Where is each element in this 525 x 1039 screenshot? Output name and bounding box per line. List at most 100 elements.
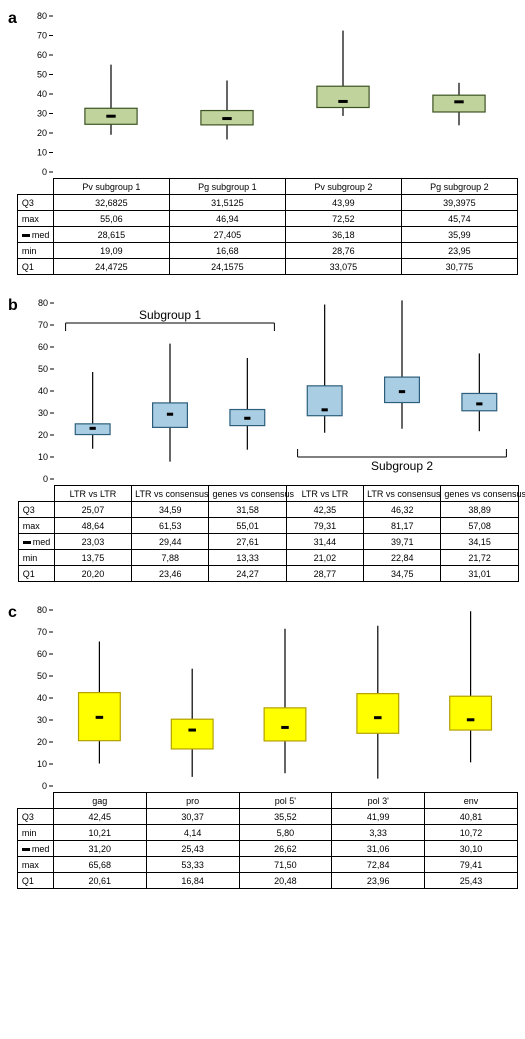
row-label: Q3 bbox=[18, 502, 54, 518]
table-cell: 26,62 bbox=[239, 841, 332, 857]
y-tick-label: 70 bbox=[37, 31, 47, 41]
box bbox=[462, 393, 497, 410]
table-row: Q120,2023,4624,2728,7734,7531,01 bbox=[18, 566, 518, 582]
table-cell: 81,17 bbox=[364, 518, 441, 534]
table-col-header: LTR vs consensus bbox=[132, 486, 209, 502]
table-cell: 24,4725 bbox=[53, 259, 169, 275]
table-row: Q325,0734,5931,5842,3546,3238,89 bbox=[18, 502, 518, 518]
table-row: Q342,4530,3735,5241,9940,81 bbox=[17, 809, 517, 825]
table-cell: 46,94 bbox=[169, 211, 285, 227]
table-cell: 38,89 bbox=[441, 502, 518, 518]
group-annotation: Subgroup 1 bbox=[139, 308, 201, 322]
table-row: max65,6853,3371,5072,8479,41 bbox=[17, 857, 517, 873]
table-cell: 23,46 bbox=[132, 566, 209, 582]
table-cell: 16,68 bbox=[169, 243, 285, 259]
table-cell: 72,52 bbox=[285, 211, 401, 227]
y-tick-label: 30 bbox=[37, 109, 47, 119]
table-cell: 20,48 bbox=[239, 873, 332, 889]
y-tick-label: 40 bbox=[37, 693, 47, 703]
table-cell: 25,43 bbox=[425, 873, 518, 889]
y-tick-label: 30 bbox=[37, 715, 47, 725]
table-col-header: pol 3' bbox=[332, 793, 425, 809]
panel-letter: a bbox=[8, 8, 17, 28]
y-tick-label: 60 bbox=[37, 50, 47, 60]
table-cell: 19,09 bbox=[53, 243, 169, 259]
table-cell: 32,6825 bbox=[53, 195, 169, 211]
table-col-header: Pv subgroup 1 bbox=[53, 179, 169, 195]
table-cell: 27,405 bbox=[169, 227, 285, 243]
table-cell: 30,10 bbox=[425, 841, 518, 857]
table-cell: 48,64 bbox=[54, 518, 131, 534]
y-tick-label: 70 bbox=[37, 627, 47, 637]
table-cell: 46,32 bbox=[364, 502, 441, 518]
box bbox=[317, 86, 369, 107]
box bbox=[357, 694, 399, 734]
panel: a01020304050607080Pv subgroup 1Pg subgro… bbox=[8, 8, 517, 275]
table-cell: 25,07 bbox=[54, 502, 131, 518]
table-cell: 41,99 bbox=[332, 809, 425, 825]
y-tick-label: 50 bbox=[38, 364, 48, 374]
y-tick-label: 80 bbox=[38, 298, 48, 308]
row-label: min bbox=[17, 243, 53, 259]
y-tick-label: 50 bbox=[37, 70, 47, 80]
y-tick-label: 50 bbox=[37, 671, 47, 681]
y-tick-label: 20 bbox=[38, 430, 48, 440]
table-cell: 55,01 bbox=[209, 518, 286, 534]
row-label: Q3 bbox=[17, 195, 53, 211]
table-cell: 42,45 bbox=[53, 809, 146, 825]
table-col-header: genes vs consensus bbox=[209, 486, 286, 502]
table-cell: 72,84 bbox=[332, 857, 425, 873]
table-cell: 40,81 bbox=[425, 809, 518, 825]
table-cell: 28,77 bbox=[286, 566, 363, 582]
stats-table: LTR vs LTRLTR vs consensusgenes vs conse… bbox=[18, 485, 519, 582]
row-label: Q3 bbox=[17, 809, 53, 825]
row-label: med bbox=[17, 841, 53, 857]
table-cell: 65,68 bbox=[53, 857, 146, 873]
panel-letter: c bbox=[8, 602, 17, 622]
table-cell: 35,52 bbox=[239, 809, 332, 825]
y-tick-label: 0 bbox=[42, 781, 47, 791]
table-cell: 43,99 bbox=[285, 195, 401, 211]
y-tick-label: 40 bbox=[37, 89, 47, 99]
table-cell: 36,18 bbox=[285, 227, 401, 243]
table-cell: 33,075 bbox=[285, 259, 401, 275]
boxplot-chart: 01020304050607080 bbox=[17, 602, 522, 792]
table-cell: 34,75 bbox=[364, 566, 441, 582]
table-cell: 3,33 bbox=[332, 825, 425, 841]
table-row: Q120,6116,8420,4823,9625,43 bbox=[17, 873, 517, 889]
table-cell: 31,5125 bbox=[169, 195, 285, 211]
table-col-header: Pg subgroup 2 bbox=[401, 179, 517, 195]
table-cell: 21,02 bbox=[286, 550, 363, 566]
row-label: Q1 bbox=[17, 873, 53, 889]
table-row: Q332,682531,512543,9939,3975 bbox=[17, 195, 517, 211]
table-cell: 31,44 bbox=[286, 534, 363, 550]
y-tick-label: 60 bbox=[37, 649, 47, 659]
box bbox=[384, 377, 419, 402]
row-label: min bbox=[18, 550, 54, 566]
table-col-header: genes vs consensus bbox=[441, 486, 518, 502]
table-cell: 31,01 bbox=[441, 566, 518, 582]
table-cell: 13,75 bbox=[54, 550, 131, 566]
y-tick-label: 80 bbox=[37, 11, 47, 21]
y-tick-label: 40 bbox=[38, 386, 48, 396]
table-cell: 16,84 bbox=[146, 873, 239, 889]
table-cell: 24,1575 bbox=[169, 259, 285, 275]
row-label: max bbox=[18, 518, 54, 534]
box bbox=[264, 708, 306, 741]
table-cell: 31,58 bbox=[209, 502, 286, 518]
table-cell: 24,27 bbox=[209, 566, 286, 582]
table-cell: 45,74 bbox=[401, 211, 517, 227]
table-cell: 23,95 bbox=[401, 243, 517, 259]
table-cell: 21,72 bbox=[441, 550, 518, 566]
table-row: med28,61527,40536,1835,99 bbox=[17, 227, 517, 243]
table-row: med31,2025,4326,6231,0630,10 bbox=[17, 841, 517, 857]
stats-table: gagpropol 5'pol 3'envQ342,4530,3735,5241… bbox=[17, 792, 518, 889]
box bbox=[450, 696, 492, 730]
table-col-header: pol 5' bbox=[239, 793, 332, 809]
row-label: med bbox=[18, 534, 54, 550]
panel: c01020304050607080gagpropol 5'pol 3'envQ… bbox=[8, 602, 517, 889]
table-col-header: Pv subgroup 2 bbox=[285, 179, 401, 195]
table-cell: 22,84 bbox=[364, 550, 441, 566]
table-cell: 57,08 bbox=[441, 518, 518, 534]
table-row: med23,0329,4427,6131,4439,7134,15 bbox=[18, 534, 518, 550]
